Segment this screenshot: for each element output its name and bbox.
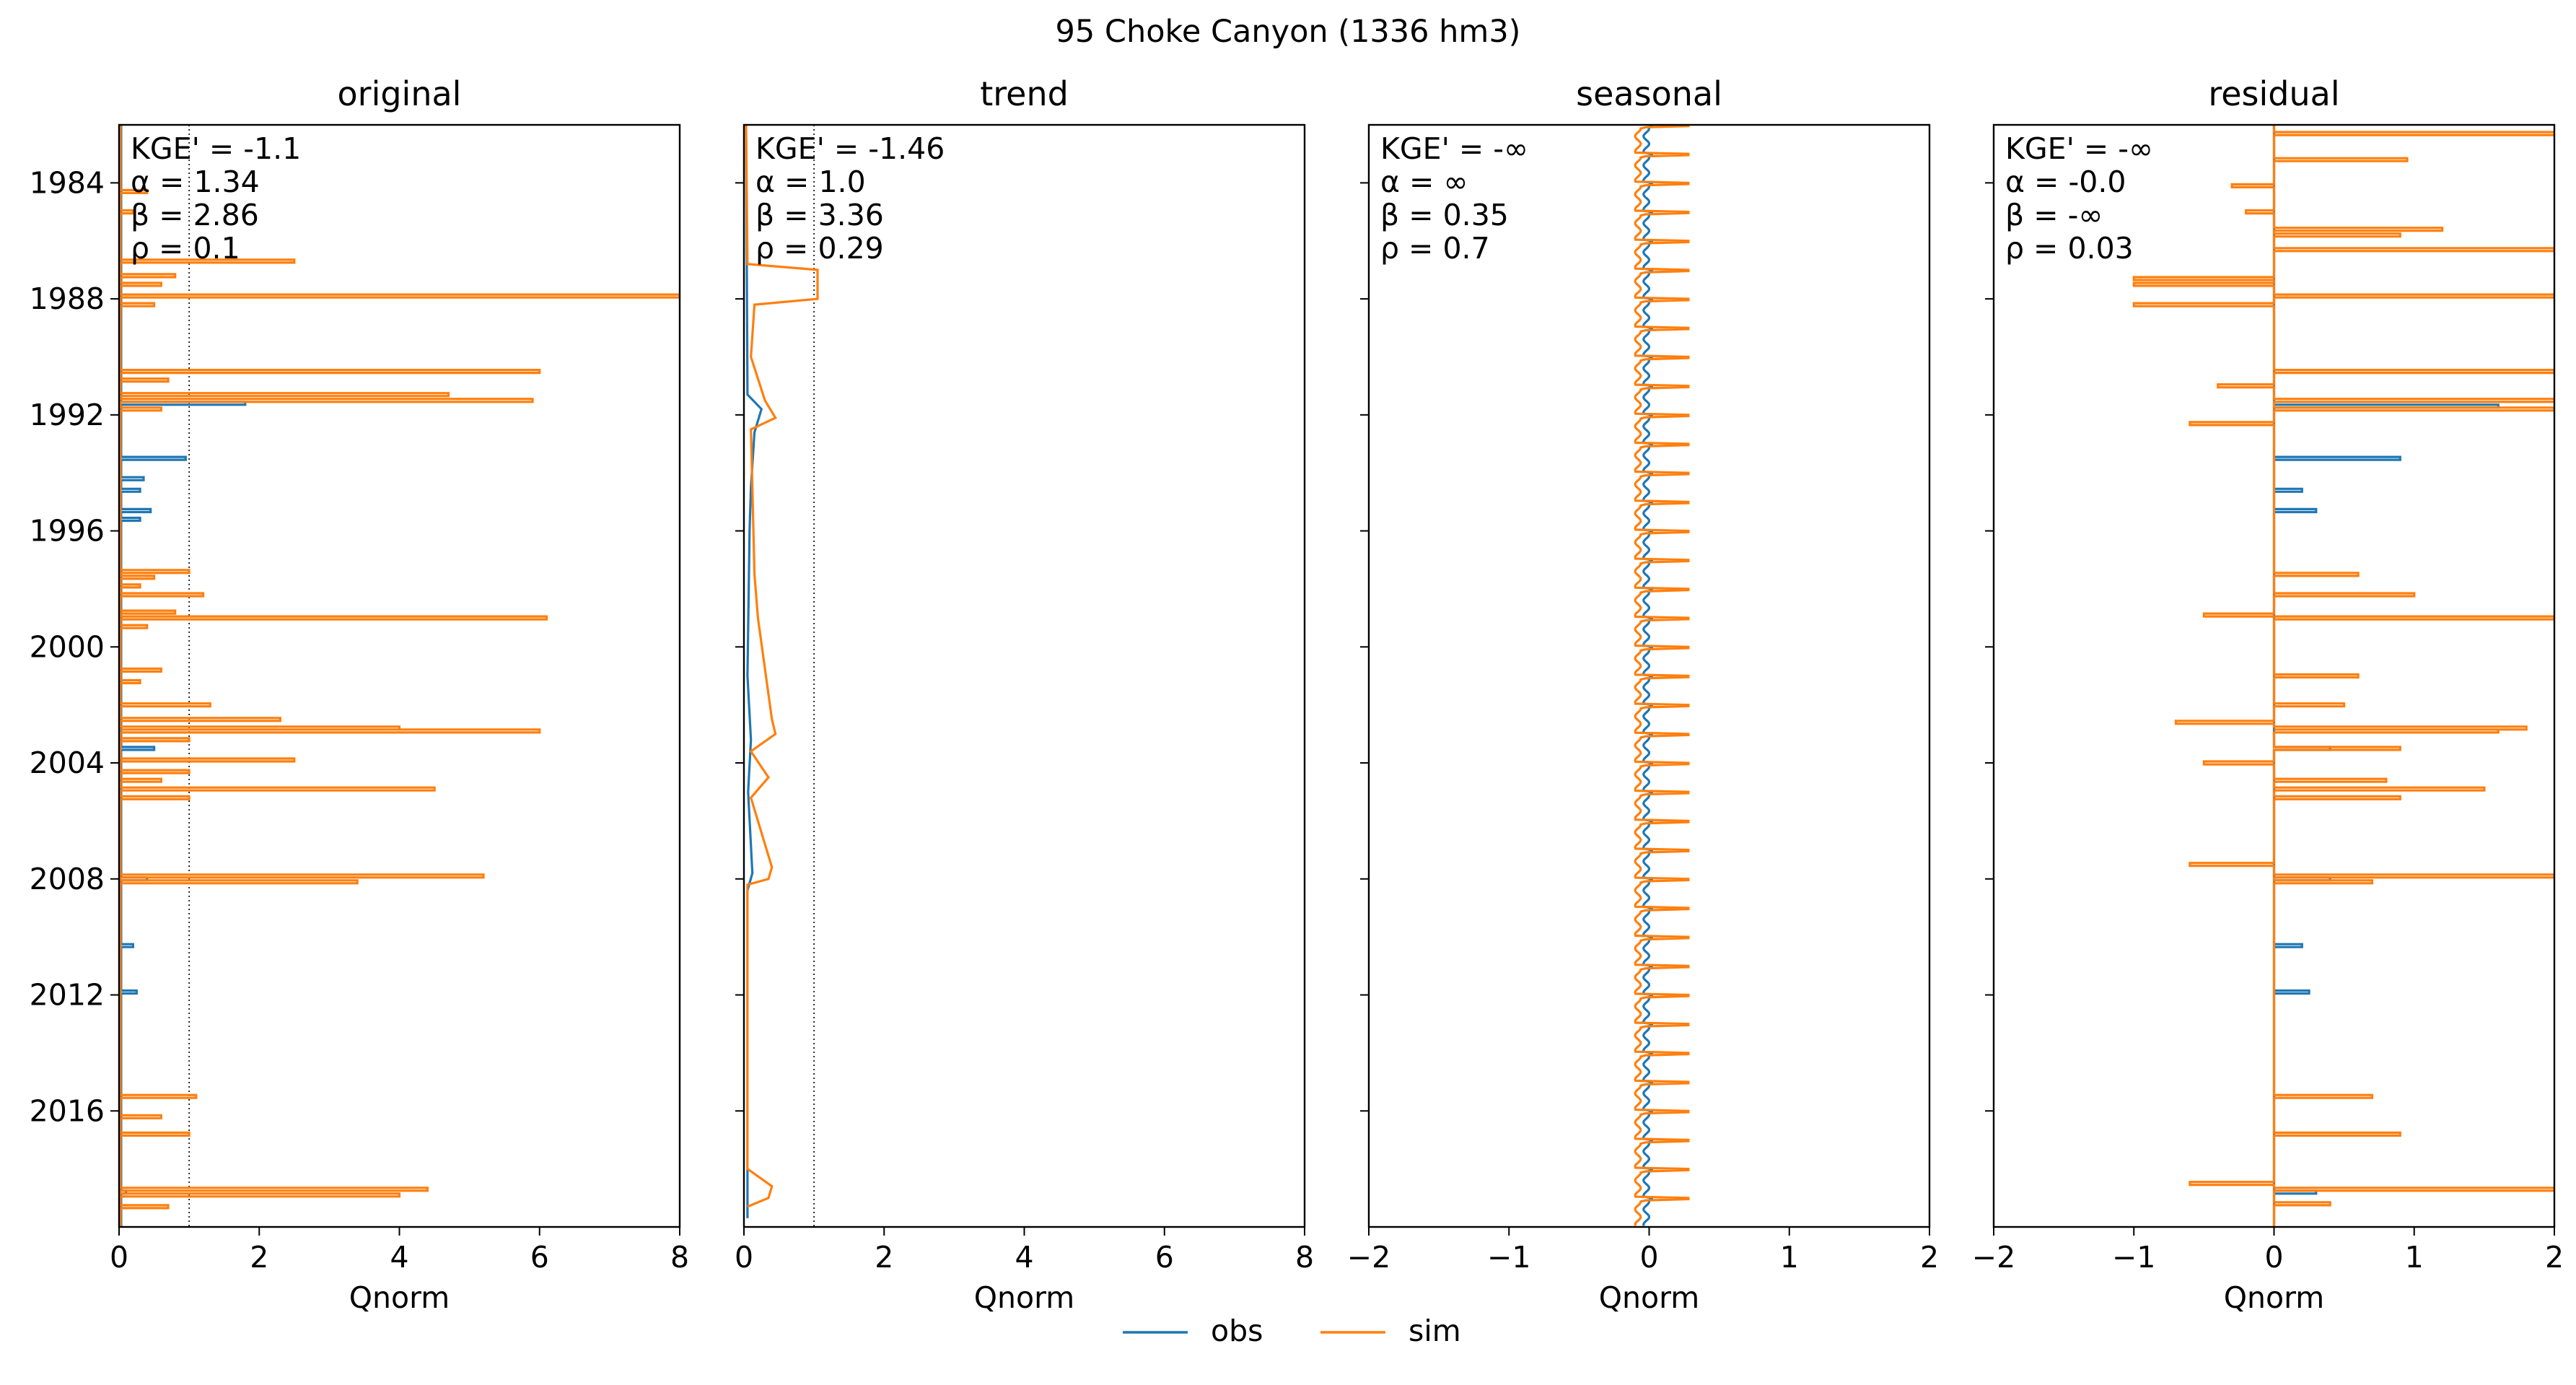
x-tick-label: 2 [875,1240,893,1275]
x-axis-label: Qnorm [1599,1280,1699,1315]
metric-text: β = 3.36 [755,198,884,232]
legend-label-obs: obs [1211,1314,1263,1348]
legend: obs sim [1123,1314,1461,1348]
plot-area [745,125,819,1218]
x-tick-label: 2 [1920,1240,1939,1275]
series-sim [119,125,680,1227]
metric-text: ρ = 0.03 [2005,231,2134,266]
metric-text: α = 1.0 [755,165,866,199]
x-tick-label: 0 [2264,1240,2283,1275]
panel-title: original [338,74,462,113]
metric-text: KGE' = -1.46 [755,131,945,166]
plot-area [1634,125,1690,1226]
metric-text: β = 0.35 [1380,198,1509,232]
y-tick-label: 1996 [30,514,105,549]
metric-text: KGE' = -∞ [2005,131,2153,166]
x-axis-label: Qnorm [2224,1280,2324,1315]
metric-text: α = ∞ [1380,165,1468,199]
x-tick-label: 6 [530,1240,549,1275]
panel-title: residual [2208,74,2339,113]
y-tick-label: 2012 [30,978,105,1013]
plot-area [2132,125,2554,1227]
metric-text: KGE' = -∞ [1380,131,1528,166]
metric-text: α = -0.0 [2005,165,2126,199]
x-tick-label: 0 [735,1240,753,1275]
panel-title: trend [980,74,1069,113]
y-tick-label: 1984 [30,165,105,200]
x-axis-label: Qnorm [349,1280,450,1315]
y-tick-label: 2008 [30,862,105,896]
metric-text: α = 1.34 [131,165,260,199]
metric-text: ρ = 0.29 [755,231,884,266]
x-tick-label: 2 [250,1240,268,1275]
plot-area [119,125,680,1227]
x-tick-label: −2 [1972,1240,2015,1275]
x-tick-label: 1 [2405,1240,2424,1275]
x-tick-label: 4 [390,1240,408,1275]
x-tick-label: −1 [1487,1240,1530,1275]
y-tick-label: 2016 [30,1093,105,1128]
series-sim [2132,125,2554,1227]
series-obs [120,125,247,1227]
x-tick-label: 6 [1155,1240,1174,1275]
metric-text: ρ = 0.1 [131,231,240,266]
x-tick-label: 0 [110,1240,128,1275]
y-tick-label: 2000 [30,629,105,664]
metric-text: β = 2.86 [131,198,259,232]
x-tick-label: −1 [2112,1240,2155,1275]
y-tick-label: 2004 [30,746,105,780]
figure-title: 95 Choke Canyon (1336 hm3) [1056,14,1521,50]
x-tick-label: 2 [2545,1240,2564,1275]
panel-seasonal: seasonal −2 −1 0 1 2 Qnorm KGE' = -∞α = ∞β = 0.… [1347,74,1939,1315]
panel-original: original 0 2 4 6 8 Qnorm 1984 1988 1992 1996 2000 20… [30,74,689,1315]
series-obs [745,125,763,1218]
legend-label-sim: sim [1409,1314,1461,1348]
panel-title: seasonal [1576,74,1722,113]
x-tick-label: 0 [1639,1240,1658,1275]
series-obs [2272,125,2500,1227]
x-tick-label: 1 [1780,1240,1799,1275]
x-axis-label: Qnorm [974,1280,1074,1315]
series-sim [1634,125,1690,1226]
series-sim [745,125,819,1208]
panel-residual: residual −2 −1 0 1 2 Qnorm KGE' = -∞α = -0.0β =… [1972,74,2564,1315]
x-tick-label: 8 [670,1240,689,1275]
y-tick-label: 1992 [30,398,105,432]
y-tick-label: 1988 [30,281,105,316]
x-tick-label: 8 [1295,1240,1314,1275]
x-tick-label: 4 [1015,1240,1033,1275]
metric-text: KGE' = -1.1 [131,131,301,166]
x-tick-label: −2 [1347,1240,1390,1275]
panel-trend: trend 0 2 4 6 8 Qnorm KGE' = -1.46α = 1.0β = 3.… [735,74,1314,1315]
metric-text: ρ = 0.7 [1380,231,1490,266]
metric-text: β = -∞ [2005,198,2103,232]
